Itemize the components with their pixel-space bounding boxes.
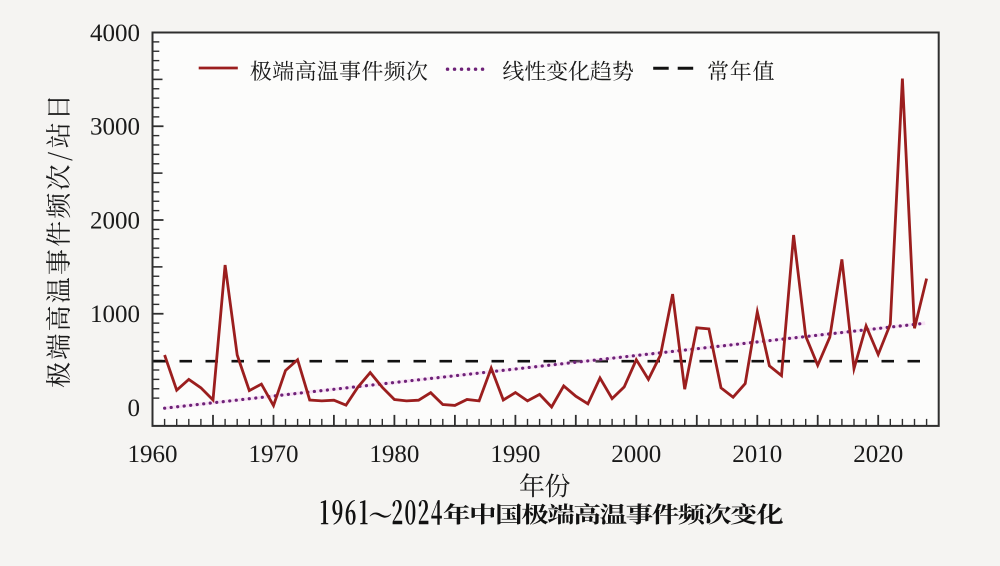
svg-text:1960: 1960 (128, 441, 178, 468)
svg-text:2020: 2020 (853, 441, 903, 468)
svg-text:2010: 2010 (732, 441, 782, 468)
svg-text:2000: 2000 (90, 207, 140, 234)
svg-text:1000: 1000 (90, 301, 140, 328)
svg-text:2000: 2000 (611, 441, 661, 468)
svg-text:1990: 1990 (490, 441, 540, 468)
svg-text:4000: 4000 (90, 20, 140, 47)
svg-text:1970: 1970 (249, 441, 299, 468)
svg-text:1980: 1980 (369, 441, 419, 468)
svg-text:0: 0 (128, 395, 141, 422)
svg-text:3000: 3000 (90, 114, 140, 141)
